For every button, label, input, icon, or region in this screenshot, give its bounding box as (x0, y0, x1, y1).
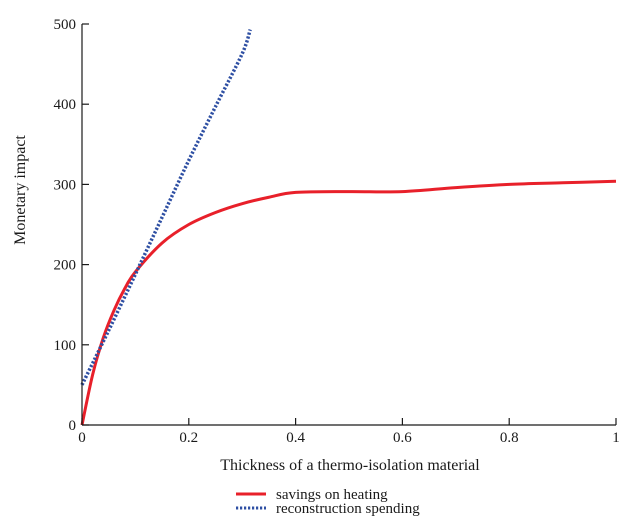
x-axis-label: Thickness of a thermo-isolation material (220, 457, 480, 474)
y-tick-label: 200 (54, 258, 77, 274)
series-line-reconstruction-spending (80, 29, 252, 386)
y-tick-label: 300 (54, 177, 77, 193)
x-ticks: 0 0.2 0.4 0.6 0.8 1 (78, 418, 620, 446)
series-line-savings-on-heating (80, 179, 617, 426)
y-tick-label: 500 (54, 17, 77, 33)
x-tick-label: 0.2 (179, 430, 198, 446)
x-tick-label: 1 (612, 430, 620, 446)
legend-label: savings on heating (276, 487, 388, 503)
plot-area (80, 29, 617, 426)
x-tick-label: 0.8 (500, 430, 519, 446)
y-axis-label: Monetary impact (12, 135, 29, 245)
y-tick-label: 0 (69, 418, 77, 434)
legend-label: reconstruction spending (276, 501, 420, 517)
y-ticks: 0 100 200 300 400 500 (54, 17, 89, 434)
axes (81, 24, 616, 426)
x-tick-label: 0 (78, 430, 86, 446)
y-tick-label: 100 (54, 338, 77, 354)
x-tick-label: 0.6 (393, 430, 412, 446)
x-tick-label: 0.4 (286, 430, 305, 446)
y-tick-label: 400 (54, 97, 77, 113)
